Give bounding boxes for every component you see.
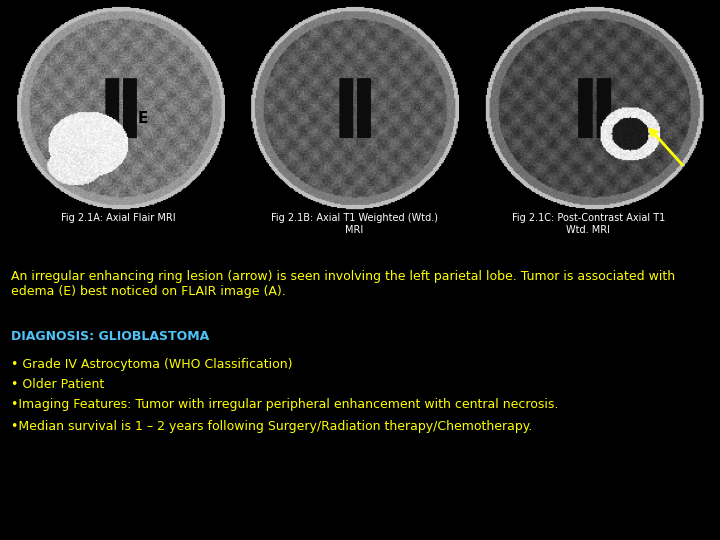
Text: • Grade IV Astrocytoma (WHO Classification): • Grade IV Astrocytoma (WHO Classificati… [11, 358, 292, 371]
Text: • Older Patient: • Older Patient [11, 378, 104, 391]
Text: Fig 2.1C: Post-Contrast Axial T1
Wtd. MRI: Fig 2.1C: Post-Contrast Axial T1 Wtd. MR… [512, 213, 665, 234]
Text: An irregular enhancing ring lesion (arrow) is seen involving the left parietal l: An irregular enhancing ring lesion (arro… [11, 270, 675, 298]
Text: DIAGNOSIS: GLIOBLASTOMA: DIAGNOSIS: GLIOBLASTOMA [11, 330, 209, 343]
Text: Fig 2.1A: Axial Flair MRI: Fig 2.1A: Axial Flair MRI [61, 213, 176, 223]
Text: E: E [138, 111, 148, 126]
Text: •Imaging Features: Tumor with irregular peripheral enhancement with central necr: •Imaging Features: Tumor with irregular … [11, 398, 558, 411]
Text: •Median survival is 1 – 2 years following Surgery/Radiation therapy/Chemotherapy: •Median survival is 1 – 2 years followin… [11, 420, 532, 433]
Text: Fig 2.1B: Axial T1 Weighted (Wtd.)
MRI: Fig 2.1B: Axial T1 Weighted (Wtd.) MRI [271, 213, 438, 234]
